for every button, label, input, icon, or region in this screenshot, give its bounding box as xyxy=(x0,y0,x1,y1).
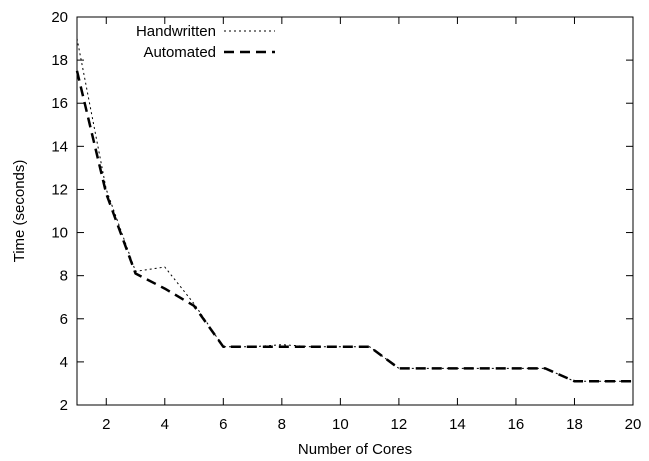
y-tick-label: 6 xyxy=(60,311,68,328)
series-lines xyxy=(75,38,633,383)
y-tick-label: 14 xyxy=(51,138,68,155)
y-tick-label: 8 xyxy=(60,268,68,285)
series-line-handwritten xyxy=(76,38,633,382)
x-axis-label: Number of Cores xyxy=(298,441,412,458)
y-tick-label: 4 xyxy=(60,354,68,371)
x-tick-label: 6 xyxy=(219,416,227,433)
series-line-automated xyxy=(75,70,633,383)
x-tick-label: 12 xyxy=(391,416,408,433)
x-tick-label: 10 xyxy=(332,416,349,433)
y-tick-label: 16 xyxy=(51,95,68,112)
legend: Handwritten Automated xyxy=(136,23,275,61)
y-tick-label: 2 xyxy=(60,397,68,414)
y-tick-label: 20 xyxy=(51,9,68,26)
x-tick-label: 4 xyxy=(161,416,169,433)
x-tick-label: 2 xyxy=(102,416,110,433)
plot-frame xyxy=(76,16,634,406)
x-tick-label: 16 xyxy=(508,416,525,433)
x-tick-label: 8 xyxy=(278,416,286,433)
y-tick-label: 12 xyxy=(51,181,68,198)
y-tick-label: 18 xyxy=(51,52,68,69)
legend-label-handwritten: Handwritten xyxy=(136,23,216,40)
y-axis-label: Time (seconds) xyxy=(11,160,28,263)
x-tick-label: 14 xyxy=(449,416,466,433)
axis-ticks xyxy=(77,16,634,406)
x-tick-label: 20 xyxy=(625,416,642,433)
axis-tick-labels: 2 4 6 8 10 12 14 16 18 20 2 4 6 8 10 12 14 16 18 20 xyxy=(51,9,641,433)
legend-label-automated: Automated xyxy=(143,44,216,61)
x-tick-label: 18 xyxy=(566,416,583,433)
y-tick-label: 10 xyxy=(51,225,68,242)
